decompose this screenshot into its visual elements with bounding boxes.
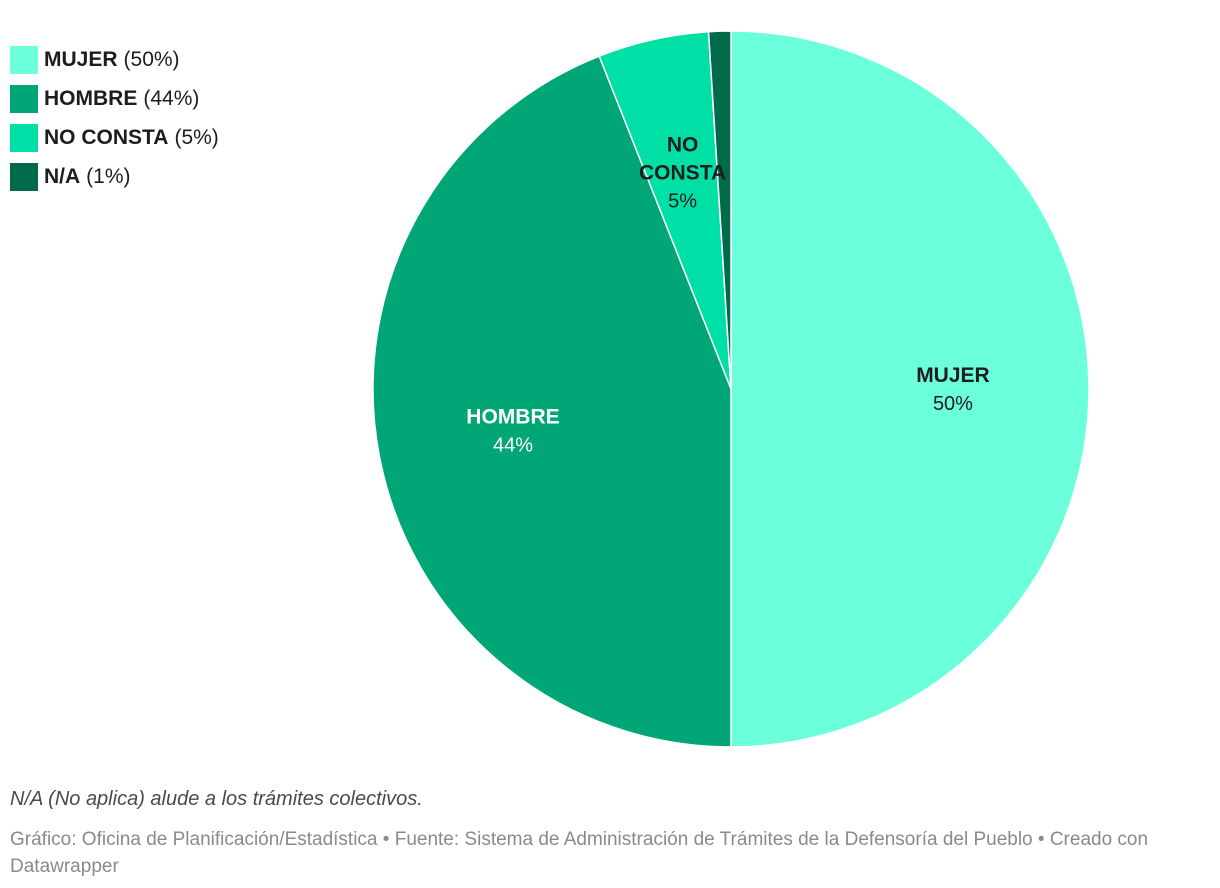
legend-value: (1%) [86, 164, 131, 188]
slice-label-value: 5% [668, 190, 697, 212]
slice-label-name: NO [667, 133, 699, 156]
legend-swatch [10, 45, 38, 74]
legend-item: NO CONSTA (5%) [10, 118, 219, 157]
pie-chart: MUJER 50% HOMBRE 44% NO CONSTA 5% [372, 30, 1090, 748]
slice-label: NO CONSTA 5% [639, 133, 726, 212]
slice-label-name: MUJER [916, 364, 990, 387]
slice-label: HOMBRE 44% [466, 406, 559, 457]
legend-swatch [10, 162, 38, 191]
pie-slice [707, 30, 732, 390]
chart-credits: Gráfico: Oficina de Planificación/Estadí… [10, 829, 1149, 877]
pie-slice [730, 30, 1090, 748]
legend-value: (5%) [174, 125, 219, 149]
legend-label: MUJER [44, 47, 118, 71]
legend-swatch [10, 84, 38, 113]
legend-value: (50%) [123, 47, 180, 71]
legend-item: HOMBRE (44%) [10, 79, 219, 118]
legend-item: MUJER (50%) [10, 40, 219, 79]
legend-label: HOMBRE [44, 86, 138, 110]
slice-label: MUJER 50% [916, 364, 990, 415]
slice-label-value: 44% [493, 435, 533, 457]
legend-label: NO CONSTA [44, 125, 169, 149]
chart-note: N/A (No aplica) alude a los trámites col… [10, 788, 423, 810]
slice-label-name: HOMBRE [466, 406, 559, 429]
legend-value: (44%) [143, 86, 200, 110]
slice-label-value: 50% [933, 393, 973, 415]
legend-label: N/A [44, 164, 81, 188]
legend-swatch [10, 123, 38, 152]
legend-item: N/A (1%) [10, 157, 219, 196]
slice-label-name: CONSTA [639, 161, 726, 184]
pie-slice [372, 55, 732, 748]
chart-legend: MUJER (50%) HOMBRE (44%) NO CONSTA (5%) N/A (1%… [10, 40, 219, 196]
